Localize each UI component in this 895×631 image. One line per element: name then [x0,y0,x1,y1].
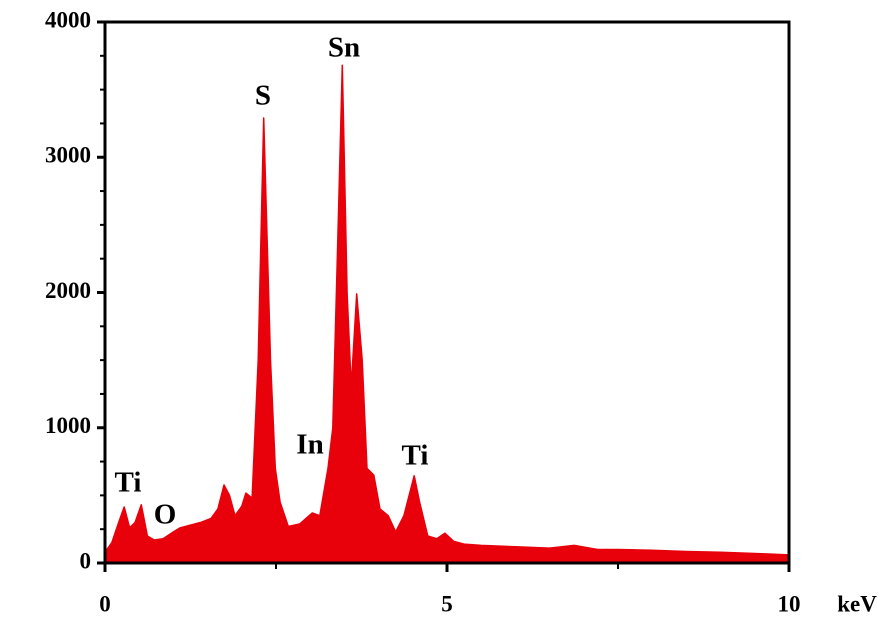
peak-label: S [255,80,271,112]
peak-label: Sn [328,32,360,64]
peak-label: Ti [115,467,142,499]
plot-frame [103,20,791,565]
peak-label: Ti [402,440,429,472]
spectrum-area [104,64,790,564]
y-tick-label: 1000 [45,413,91,438]
y-tick-label: 0 [80,548,92,573]
x-axis-label: keV [837,591,877,616]
x-tick-label: 10 [778,591,801,616]
y-tick-label: 4000 [45,7,91,32]
x-tick-label: 5 [441,591,453,616]
y-tick-label: 3000 [45,143,91,168]
peak-label: O [154,499,177,531]
x-tick-label: 0 [99,591,111,616]
y-tick-label: 2000 [45,278,91,303]
peak-label: In [296,429,323,461]
